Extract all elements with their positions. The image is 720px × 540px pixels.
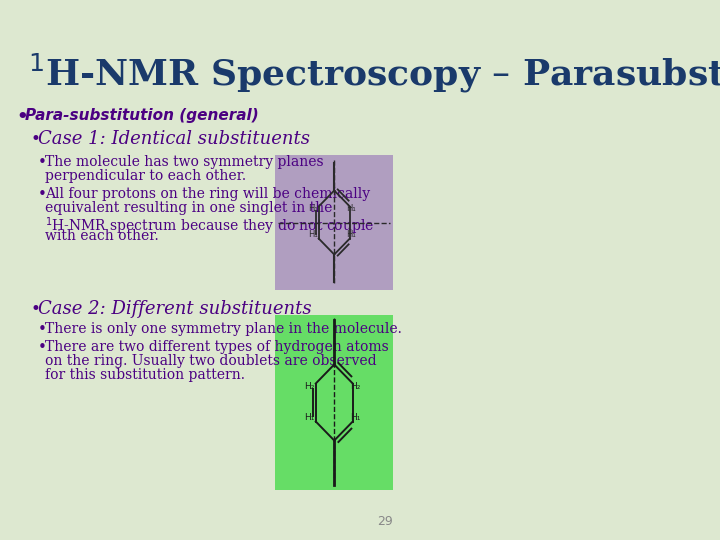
Text: $^{1}$H-NMR Spectroscopy – Parasubstitution: $^{1}$H-NMR Spectroscopy – Parasubstitut…	[28, 52, 720, 95]
Text: H₁: H₁	[304, 413, 314, 422]
Text: H₁: H₁	[346, 204, 356, 213]
Text: There are two different types of hydrogen atoms: There are two different types of hydroge…	[45, 340, 389, 354]
Text: H₂: H₂	[350, 382, 360, 391]
Text: •: •	[38, 187, 47, 202]
Text: Para-substitution (general): Para-substitution (general)	[25, 108, 259, 123]
Text: •: •	[31, 300, 41, 318]
Text: All four protons on the ring will be chemically: All four protons on the ring will be che…	[45, 187, 370, 201]
Text: H₂: H₂	[304, 382, 314, 391]
Text: H₁: H₁	[308, 230, 318, 239]
Text: 29: 29	[377, 515, 393, 528]
Text: $^{1}$H-NMR spectrum because they do not couple: $^{1}$H-NMR spectrum because they do not…	[45, 215, 374, 237]
Text: •: •	[38, 155, 47, 170]
Text: equivalent resulting in one singlet in the: equivalent resulting in one singlet in t…	[45, 201, 333, 215]
Text: •: •	[31, 130, 41, 148]
Text: perpendicular to each other.: perpendicular to each other.	[45, 169, 246, 183]
Text: H₁: H₁	[308, 204, 318, 213]
FancyBboxPatch shape	[275, 155, 393, 290]
Text: Case 1: Identical substituents: Case 1: Identical substituents	[38, 130, 310, 148]
Text: for this substitution pattern.: for this substitution pattern.	[45, 368, 245, 382]
Text: There is only one symmetry plane in the molecule.: There is only one symmetry plane in the …	[45, 322, 402, 336]
Text: Case 2: Different substituents: Case 2: Different substituents	[38, 300, 312, 318]
Text: on the ring. Usually two doublets are observed: on the ring. Usually two doublets are ob…	[45, 354, 377, 368]
Text: •: •	[17, 108, 29, 126]
Text: The molecule has two symmetry planes: The molecule has two symmetry planes	[45, 155, 323, 169]
Text: •: •	[38, 340, 47, 355]
Text: •: •	[38, 322, 47, 337]
Text: H₁: H₁	[350, 413, 360, 422]
Text: H₁: H₁	[346, 230, 356, 239]
FancyBboxPatch shape	[275, 315, 393, 490]
Text: with each other.: with each other.	[45, 229, 158, 243]
